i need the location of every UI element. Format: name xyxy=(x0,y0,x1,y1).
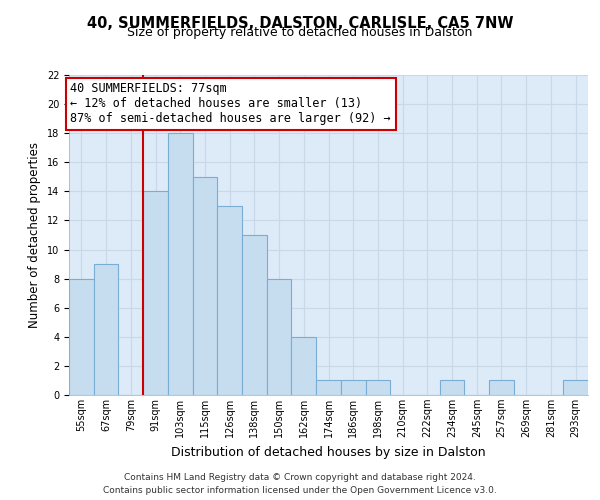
Bar xyxy=(168,133,193,395)
Y-axis label: Number of detached properties: Number of detached properties xyxy=(28,142,41,328)
Text: 40 SUMMERFIELDS: 77sqm
← 12% of detached houses are smaller (13)
87% of semi-det: 40 SUMMERFIELDS: 77sqm ← 12% of detached… xyxy=(70,82,391,126)
Bar xyxy=(267,278,292,395)
Text: Size of property relative to detached houses in Dalston: Size of property relative to detached ho… xyxy=(127,26,473,39)
Bar xyxy=(365,380,390,395)
Bar xyxy=(341,380,365,395)
Bar xyxy=(94,264,118,395)
Bar xyxy=(242,235,267,395)
Text: Contains HM Land Registry data © Crown copyright and database right 2024.
Contai: Contains HM Land Registry data © Crown c… xyxy=(103,474,497,495)
Bar xyxy=(217,206,242,395)
Bar xyxy=(292,337,316,395)
Bar xyxy=(316,380,341,395)
Text: 40, SUMMERFIELDS, DALSTON, CARLISLE, CA5 7NW: 40, SUMMERFIELDS, DALSTON, CARLISLE, CA5… xyxy=(87,16,513,31)
Bar xyxy=(563,380,588,395)
Bar xyxy=(143,192,168,395)
Bar xyxy=(69,278,94,395)
X-axis label: Distribution of detached houses by size in Dalston: Distribution of detached houses by size … xyxy=(171,446,486,458)
Bar xyxy=(193,177,217,395)
Bar xyxy=(489,380,514,395)
Bar xyxy=(440,380,464,395)
